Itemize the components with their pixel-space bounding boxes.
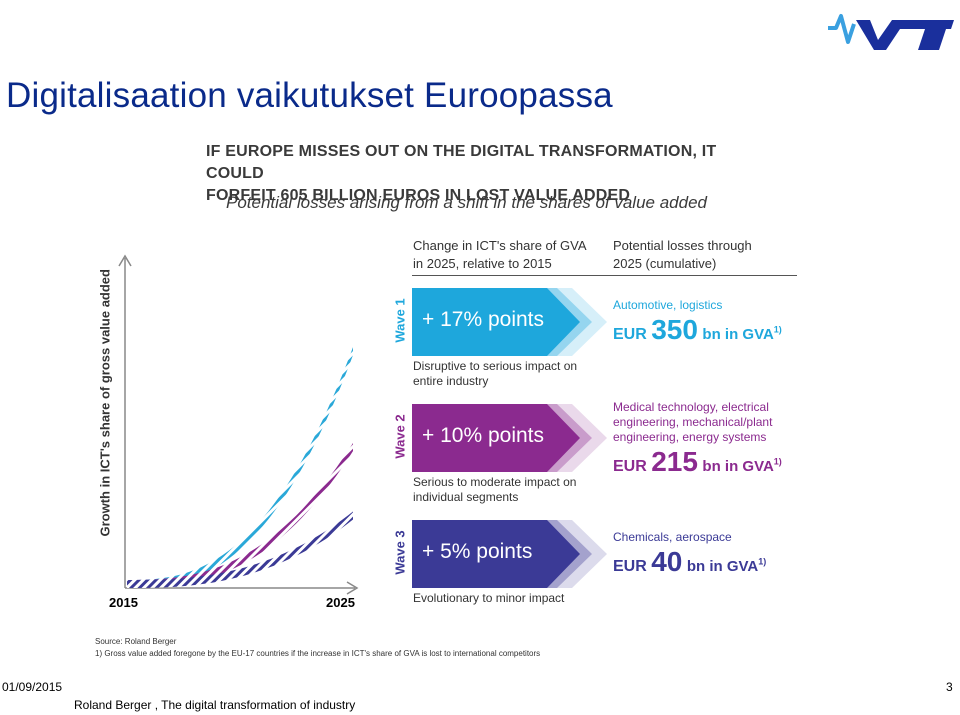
wave-3-change: + 5% points bbox=[422, 540, 533, 563]
wave-1-impact: Disruptive to serious impact on entire i… bbox=[413, 359, 578, 388]
growth-curve-2 bbox=[127, 443, 353, 588]
x-axis-arrow bbox=[346, 581, 359, 595]
wave-2-label: Wave 2 bbox=[392, 414, 408, 459]
infographic-headline: IF EUROPE MISSES OUT ON THE DIGITAL TRAN… bbox=[206, 141, 766, 207]
wave-3-sectors: Chemicals, aerospace bbox=[613, 530, 732, 544]
wave-1-change: + 17% points bbox=[422, 308, 545, 331]
slide-title: Digitalisaation vaikutukset Euroopassa bbox=[6, 76, 613, 115]
x-start-label: 2015 bbox=[109, 595, 138, 610]
wave-2-impact: Serious to moderate impact on individual… bbox=[413, 475, 577, 504]
vtt-logo bbox=[828, 14, 954, 50]
wave-3-label: Wave 3 bbox=[392, 530, 408, 575]
wave-1-loss: EUR 350 bn in GVA1) bbox=[613, 314, 782, 345]
header-rule bbox=[412, 275, 797, 276]
growth-chart: 2015 2025 bbox=[109, 254, 359, 610]
headline-line-1: IF EUROPE MISSES OUT ON THE DIGITAL TRAN… bbox=[206, 143, 717, 182]
x-end-label: 2025 bbox=[326, 595, 355, 610]
headline-line-2: FORFEIT 605 BILLION EUROS IN LOST VALUE … bbox=[206, 187, 631, 204]
wave-1-label: Wave 1 bbox=[392, 298, 408, 343]
page-number: 3 bbox=[946, 680, 953, 694]
wave-1-sectors: Automotive, logistics bbox=[613, 298, 723, 312]
wave-2-change: + 10% points bbox=[422, 424, 545, 447]
wave-1-banner bbox=[412, 288, 607, 356]
slide-footer: Roland Berger , The digital transformati… bbox=[74, 698, 356, 712]
infographic-subheadline: Potential losses arising from a shift in… bbox=[226, 193, 707, 212]
wave-2-loss: EUR 215 bn in GVA1) bbox=[613, 446, 782, 477]
wave-3-impact: Evolutionary to minor impact bbox=[413, 591, 565, 605]
wave-2-sectors: Medical technology, electrical engineeri… bbox=[613, 400, 773, 444]
y-axis-arrow bbox=[118, 254, 132, 267]
col-header-change: Change in ICT's share of GVA in 2025, re… bbox=[413, 238, 587, 271]
source-notes: Source: Roland Berger 1) Gross value add… bbox=[95, 637, 541, 658]
slide-date: 01/09/2015 bbox=[2, 680, 63, 694]
wave-2-banner bbox=[412, 404, 607, 472]
wave-3-banner bbox=[412, 520, 607, 588]
growth-curve-3 bbox=[127, 511, 353, 588]
growth-curves bbox=[127, 347, 353, 588]
col-header-losses: Potential losses through 2025 (cumulativ… bbox=[613, 238, 752, 271]
y-axis-title: Growth in ICT's share of gross value add… bbox=[97, 269, 113, 537]
wave-3-loss: EUR 40 bn in GVA1) bbox=[613, 546, 767, 577]
growth-curve-1 bbox=[127, 347, 353, 588]
